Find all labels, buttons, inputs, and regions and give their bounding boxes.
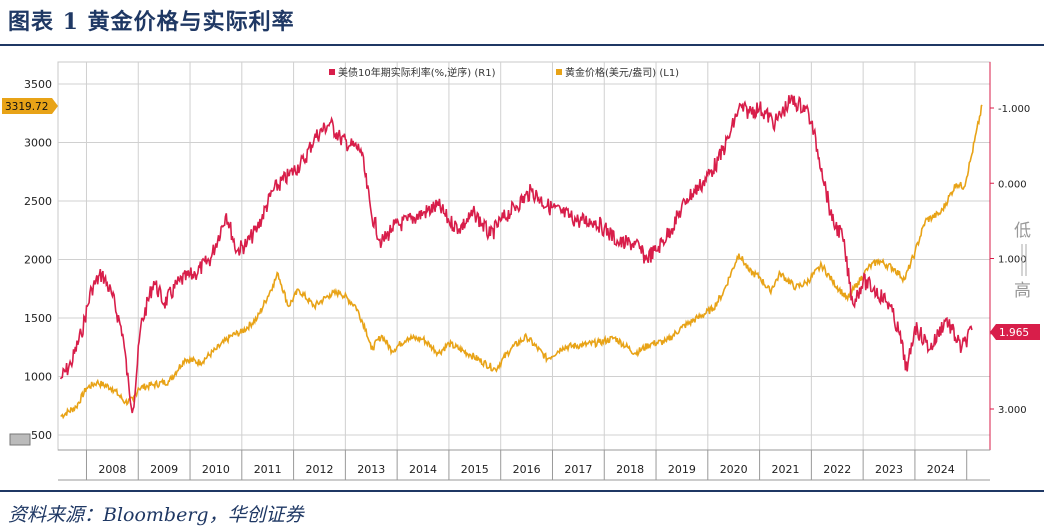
x-tick-label: 2014: [409, 463, 437, 476]
gold-last-value: 3319.72: [5, 101, 48, 113]
x-tick-label: 2024: [927, 463, 955, 476]
x-tick-label: 2016: [513, 463, 541, 476]
right-tick-label: 3.000: [998, 405, 1027, 416]
x-tick-label: 2020: [720, 463, 748, 476]
plot-frame: [57, 61, 991, 451]
x-tick-label: 2012: [305, 463, 333, 476]
legend: 美债10年期实际利率(%,逆序) (R1) 黄金价格(美元/盎司) (L1): [329, 66, 679, 79]
x-tick-label: 2018: [616, 463, 644, 476]
x-tick-label: 2023: [875, 463, 903, 476]
left-tick-label: 3500: [24, 78, 52, 91]
x-tick-label: 2011: [254, 463, 282, 476]
legend-gold: 黄金价格(美元/盎司) (L1): [565, 66, 679, 79]
note-low: 低: [1014, 221, 1031, 241]
left-tick-label: 2000: [24, 254, 52, 267]
legend-rate: 美债10年期实际利率(%,逆序) (R1): [338, 66, 496, 79]
x-tick-label: 2021: [771, 463, 799, 476]
x-axis-band: 2008 2009 2010 2011 2012 2013 2014 2015 2016 2017…: [58, 449, 990, 481]
left-axis-ticks: 500 1000 1500 2000 2500 3000 3500: [24, 78, 52, 442]
footer-rule: [0, 490, 1044, 492]
legend-swatch-gold: [556, 69, 562, 75]
x-tick-label: 2013: [357, 463, 385, 476]
rate-last-value-badge: 1.965: [990, 324, 1040, 340]
right-tick-label: -1.000: [998, 104, 1030, 115]
x-tick-label: 2015: [461, 463, 489, 476]
right-axis-direction-note: 低 高: [1014, 221, 1031, 301]
page-title: 图表 1 黄金价格与实际利率: [8, 9, 295, 35]
source-note: 资料来源：Bloomberg，华创证券: [8, 504, 304, 526]
left-tick-label: 1000: [24, 371, 52, 384]
x-tick-label: 2010: [202, 463, 230, 476]
x-tick-label: 2019: [668, 463, 696, 476]
left-tick-label: 3000: [24, 137, 52, 150]
right-tick-label: 0.000: [998, 179, 1027, 190]
right-tick-label: 1.000: [998, 255, 1027, 266]
note-high: 高: [1014, 281, 1031, 301]
gold-last-value-badge: 3319.72: [2, 98, 58, 114]
title-rule: [0, 44, 1044, 46]
left-tick-label: 500: [31, 429, 52, 442]
left-tick-label: 1500: [24, 312, 52, 325]
x-tick-label: 2008: [98, 463, 126, 476]
rate-last-value: 1.965: [999, 327, 1029, 339]
x-tick-label: 2009: [150, 463, 178, 476]
x-tick-label: 2022: [823, 463, 851, 476]
series-real-rate: [59, 94, 973, 414]
vertical-gridlines: [85, 62, 916, 450]
series-gold-price: [60, 104, 983, 420]
x-tick-label: 2017: [564, 463, 592, 476]
chart-corner-icon: [9, 433, 31, 446]
left-tick-label: 2500: [24, 195, 52, 208]
legend-swatch-rate: [329, 69, 335, 75]
